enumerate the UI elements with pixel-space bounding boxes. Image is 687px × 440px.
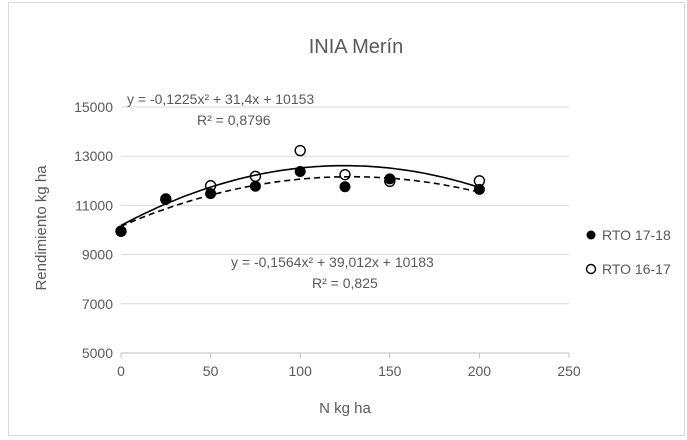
y-tick-label-15000: 15000 xyxy=(74,99,113,115)
y-axis-label: Rendimiento kg ha xyxy=(33,165,50,291)
legend-label-rto-17-18: RTO 17-18 xyxy=(602,227,671,243)
chart-title: INIA Merín xyxy=(309,36,403,58)
y-tick-label-9000: 9000 xyxy=(82,247,113,263)
point-rto-16-17-150 xyxy=(384,175,396,187)
point-rto-16-17-100 xyxy=(294,144,306,157)
point-rto-17-18-100 xyxy=(294,165,306,177)
point-rto-16-17-25 xyxy=(160,193,172,205)
legend-marker-rto-16-17 xyxy=(585,263,597,275)
x-tick-label-200: 200 xyxy=(468,363,492,379)
gridlines xyxy=(121,106,569,354)
y-tick-label-13000: 13000 xyxy=(74,148,113,164)
y-tick-label-7000: 7000 xyxy=(82,296,113,312)
point-rto-16-17-125 xyxy=(339,168,351,181)
equation-rto-16-17: y = -0,1225x² + 31,4x + 10153 xyxy=(127,91,314,107)
point-rto-17-18-50 xyxy=(205,188,217,200)
point-rto-17-18-125 xyxy=(339,181,351,193)
x-axis-label: N kg ha xyxy=(319,400,371,417)
r2-rto-17-18: R² = 0,825 xyxy=(312,275,378,291)
point-rto-16-17-50 xyxy=(204,180,217,192)
x-tick-label-50: 50 xyxy=(203,363,219,379)
x-tick-labels: 0 50 100 150 200 250 xyxy=(117,363,581,379)
x-tick-label-250: 250 xyxy=(557,363,581,379)
x-tick-label-0: 0 xyxy=(117,363,125,379)
x-tick-label-100: 100 xyxy=(289,363,313,379)
y-tick-label-11000: 11000 xyxy=(75,197,113,213)
point-rto-17-18-150 xyxy=(384,173,396,185)
point-rto-17-18-75 xyxy=(249,180,261,192)
chart-svg: INIA Merín 5000 7000 9000 11000 13000 15000 0… xyxy=(33,36,671,417)
x-tick-label-150: 150 xyxy=(378,363,402,379)
legend: RTO 17-18 RTO 16-17 xyxy=(585,227,671,277)
legend-marker-rto-17-18 xyxy=(586,230,596,240)
r2-rto-16-17: R² = 0,8796 xyxy=(197,112,271,128)
chart-frame: INIA Merín 5000 7000 9000 11000 13000 15000 0… xyxy=(8,2,685,436)
y-tick-labels: 5000 7000 9000 11000 13000 15000 xyxy=(74,99,113,361)
trendline-rto-16-17 xyxy=(120,175,480,227)
point-rto-16-17-0 xyxy=(115,225,127,237)
y-tick-label-5000: 5000 xyxy=(82,345,113,361)
equation-rto-17-18: y = -0,1564x² + 39,012x + 10183 xyxy=(231,254,434,270)
axes xyxy=(120,352,570,358)
data-points xyxy=(115,144,486,237)
point-rto-16-17-75 xyxy=(249,170,262,183)
legend-label-rto-16-17: RTO 16-17 xyxy=(602,261,671,277)
point-rto-16-17-200 xyxy=(473,175,486,187)
point-rto-17-18-200 xyxy=(473,183,485,195)
